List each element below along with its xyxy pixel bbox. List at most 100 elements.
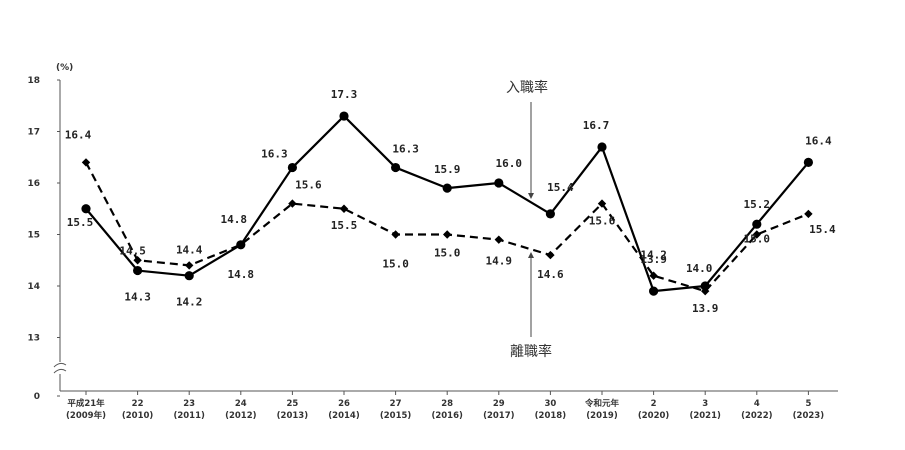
y-tick-label: 18 <box>27 76 40 86</box>
marker-nyushoku <box>442 183 452 193</box>
x-tick-label: 27 <box>390 399 402 409</box>
data-label-nyushoku: 13.9 <box>640 253 667 266</box>
data-label-rishoku: 14.6 <box>537 268 564 281</box>
marker-rishoku <box>339 204 349 213</box>
data-label-nyushoku: 14.8 <box>221 213 248 226</box>
x-tick-sublabel: (2016) <box>431 411 463 421</box>
marker-rishoku <box>494 235 503 244</box>
marker-rishoku <box>804 209 813 219</box>
data-label-rishoku: 15.5 <box>331 219 358 232</box>
marker-rishoku <box>443 230 452 239</box>
data-label-rishoku: 13.9 <box>692 302 719 315</box>
x-tick-sublabel: (2017) <box>483 411 515 421</box>
y-tick-label: 17 <box>27 128 40 138</box>
marker-nyushoku <box>545 209 556 219</box>
x-tick-label: 4 <box>754 399 760 409</box>
annotation-arrowhead <box>528 193 534 199</box>
y-axis-unit: (%) <box>56 63 73 73</box>
x-tick-label: 2 <box>651 399 657 409</box>
data-label-nyushoku: 14.3 <box>124 291 151 304</box>
marker-nyushoku <box>597 142 607 152</box>
marker-nyushoku <box>649 286 659 296</box>
marker-nyushoku <box>81 204 91 214</box>
data-label-nyushoku: 15.2 <box>744 198 771 211</box>
marker-rishoku <box>701 286 710 296</box>
marker-rishoku <box>185 261 194 270</box>
x-tick-sublabel: (2015) <box>380 411 412 421</box>
x-tick-label: 26 <box>338 399 350 409</box>
marker-nyushoku <box>752 219 762 229</box>
data-label-nyushoku: 14.2 <box>176 296 203 309</box>
x-tick-sublabel: (2013) <box>277 411 309 421</box>
data-label-rishoku: 14.2 <box>640 249 667 262</box>
x-tick-label: 29 <box>493 399 505 409</box>
marker-rishoku <box>649 271 658 280</box>
x-tick-sublabel: (2021) <box>689 411 721 421</box>
marker-rishoku <box>288 199 297 208</box>
x-tick-sublabel: (2010) <box>122 411 154 421</box>
marker-rishoku <box>391 230 400 239</box>
data-label-rishoku: 16.4 <box>65 128 92 141</box>
data-label-nyushoku: 16.7 <box>583 119 610 132</box>
y-tick-label: 16 <box>27 179 40 189</box>
x-tick-sublabel: (2009年) <box>66 410 106 421</box>
data-label-rishoku: 15.6 <box>295 179 322 192</box>
marker-nyushoku <box>133 265 143 276</box>
x-tick-label: 30 <box>544 399 556 409</box>
marker-rishoku <box>81 158 91 167</box>
marker-nyushoku <box>391 162 401 173</box>
data-label-nyushoku: 15.5 <box>67 216 94 229</box>
data-label-nyushoku: 14.0 <box>686 262 713 275</box>
marker-nyushoku <box>339 111 349 121</box>
marker-rishoku <box>546 250 555 260</box>
data-label-nyushoku: 15.4 <box>547 181 574 194</box>
marker-nyushoku <box>494 178 504 188</box>
data-label-nyushoku: 17.3 <box>331 88 358 101</box>
data-label-nyushoku: 16.3 <box>392 143 419 156</box>
y-tick-label: 0 <box>34 392 40 402</box>
marker-nyushoku <box>236 240 246 250</box>
marker-nyushoku <box>184 271 194 281</box>
y-tick-label: 14 <box>27 282 40 292</box>
data-label-rishoku: 14.5 <box>119 244 146 257</box>
series-name-rishoku: 離職率 <box>510 343 552 360</box>
x-tick-label: 28 <box>441 399 453 409</box>
data-label-nyushoku: 15.9 <box>434 163 461 176</box>
data-label-nyushoku: 16.3 <box>261 148 288 161</box>
marker-nyushoku <box>700 281 710 291</box>
x-tick-sublabel: (2018) <box>535 411 567 421</box>
x-tick-sublabel: (2012) <box>225 411 257 421</box>
marker-rishoku <box>752 230 761 239</box>
data-labels: 15.5 14.3 14.2 14.8 16.3 17.3 16.3 15.9 16.0 15.4… <box>65 88 836 315</box>
axis-break-mark <box>53 368 67 374</box>
x-tick-sublabel: (2023) <box>793 411 825 421</box>
y-tick-label: 15 <box>27 231 40 241</box>
data-label-rishoku: 15.0 <box>744 233 771 246</box>
x-tick-sublabel: (2011) <box>173 411 205 421</box>
x-tick-label: 23 <box>183 399 195 409</box>
series-name-nyushoku: 入職率 <box>506 79 548 96</box>
x-tick-label: 令和元年 <box>584 398 620 409</box>
data-label-rishoku: 14.8 <box>228 268 255 281</box>
x-tick-label: 24 <box>235 399 247 409</box>
data-label-rishoku: 14.4 <box>176 243 203 256</box>
data-label-rishoku: 15.0 <box>382 258 409 271</box>
x-tick-sublabel: (2019) <box>586 411 618 421</box>
x-tick-label: 平成21年 <box>67 398 105 409</box>
x-tick-label: 25 <box>286 399 298 409</box>
data-label-nyushoku: 16.4 <box>805 134 832 147</box>
marker-nyushoku <box>803 157 814 167</box>
data-label-rishoku: 15.0 <box>434 247 461 260</box>
x-tick-sublabel: (2020) <box>638 411 670 421</box>
annotation-arrowhead <box>528 252 534 258</box>
data-label-rishoku: 15.4 <box>809 223 836 236</box>
x-tick-label: 3 <box>702 399 708 409</box>
data-label-nyushoku: 16.0 <box>496 157 523 170</box>
x-tick-label: 5 <box>805 399 811 409</box>
x-tick-sublabel: (2022) <box>741 411 773 421</box>
data-label-rishoku: 14.9 <box>486 255 513 268</box>
marker-nyushoku <box>287 162 297 173</box>
axis-break-mark <box>53 362 67 368</box>
